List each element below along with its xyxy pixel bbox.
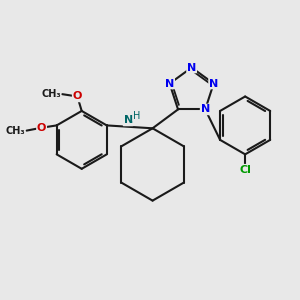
Text: Cl: Cl: [239, 165, 251, 175]
Text: CH₃: CH₃: [41, 89, 61, 99]
Text: O: O: [73, 92, 82, 101]
Text: H: H: [133, 111, 140, 121]
Text: N: N: [209, 79, 218, 88]
Text: N: N: [201, 104, 210, 114]
Text: N: N: [187, 63, 196, 73]
Text: CH₃: CH₃: [5, 126, 25, 136]
Text: N: N: [124, 116, 133, 125]
Text: O: O: [37, 123, 46, 133]
Text: N: N: [165, 79, 174, 88]
